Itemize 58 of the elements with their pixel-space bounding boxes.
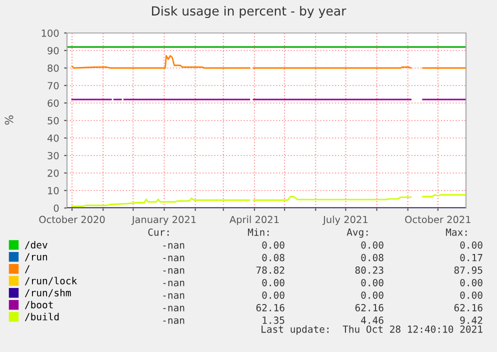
y-tick-label: 40 [47, 134, 59, 142]
text: 0.00 [361, 241, 384, 249]
text: 0.00 [460, 278, 482, 286]
text: Cur: [148, 228, 169, 236]
y-tick-label: 70 [48, 82, 59, 90]
text: -nan [163, 243, 184, 249]
text: 87.95 [454, 266, 482, 274]
text: 62.16 [256, 304, 284, 312]
y-tick-label: 60 [48, 99, 59, 107]
chart-title: Disk usage in percent - by year [152, 6, 346, 18]
text: -nan [163, 256, 184, 262]
y-tick-label: 90 [48, 46, 59, 54]
text: Max: [446, 228, 467, 236]
text: 0.08 [262, 254, 284, 262]
y-tick-label: 50 [48, 116, 59, 124]
legend-label: /run [24, 253, 47, 262]
y-tick-label: 100 [42, 29, 59, 37]
text: -nan [163, 280, 184, 286]
legend-label: / [24, 265, 30, 274]
text: 0.00 [262, 241, 284, 249]
text: 0.00 [262, 278, 284, 286]
text: 80.23 [355, 266, 384, 274]
legend-label: /boot [24, 300, 53, 310]
text: 0.00 [361, 291, 384, 299]
text: Min: [248, 228, 269, 236]
text: Last update: Thu Oct 28 12:40:10 2021 [262, 325, 482, 335]
text: 62.16 [355, 304, 384, 312]
text: 0.00 [262, 291, 284, 299]
y-tick-label: 80 [48, 64, 59, 72]
text: 0.17 [460, 254, 482, 262]
text: -nan [163, 268, 184, 274]
x-tick-label: July 2021 [322, 216, 368, 226]
text: -nan [163, 318, 184, 324]
text: 0.00 [460, 291, 482, 299]
legend-label: /build [24, 312, 59, 322]
y-axis-title: % [4, 115, 14, 125]
text: 9.42 [460, 316, 482, 324]
text: -nan [163, 293, 184, 299]
y-tick-label: 0 [54, 204, 59, 212]
y-tick-label: 20 [48, 169, 59, 177]
text: Avg: [346, 228, 368, 238]
x-tick-label: January 2021 [131, 216, 196, 226]
x-tick-label: October 2020 [39, 216, 105, 224]
y-tick-label: 10 [48, 186, 59, 194]
text: 0.08 [361, 254, 384, 262]
text: 1.35 [262, 316, 284, 324]
text: 4.46 [361, 316, 384, 324]
text: 78.82 [256, 266, 284, 274]
text: 62.16 [454, 304, 482, 312]
text: -nan [163, 306, 184, 312]
x-tick-label: April 2021 [230, 216, 279, 226]
x-tick-label: October 2021 [405, 216, 470, 224]
legend-label: /dev [24, 240, 48, 250]
text: 0.00 [460, 241, 482, 249]
text: 0.00 [361, 278, 384, 286]
y-tick-label: 30 [48, 152, 59, 160]
legend-label: /run/lock [24, 276, 77, 286]
legend-label: /run/shm [24, 288, 71, 298]
